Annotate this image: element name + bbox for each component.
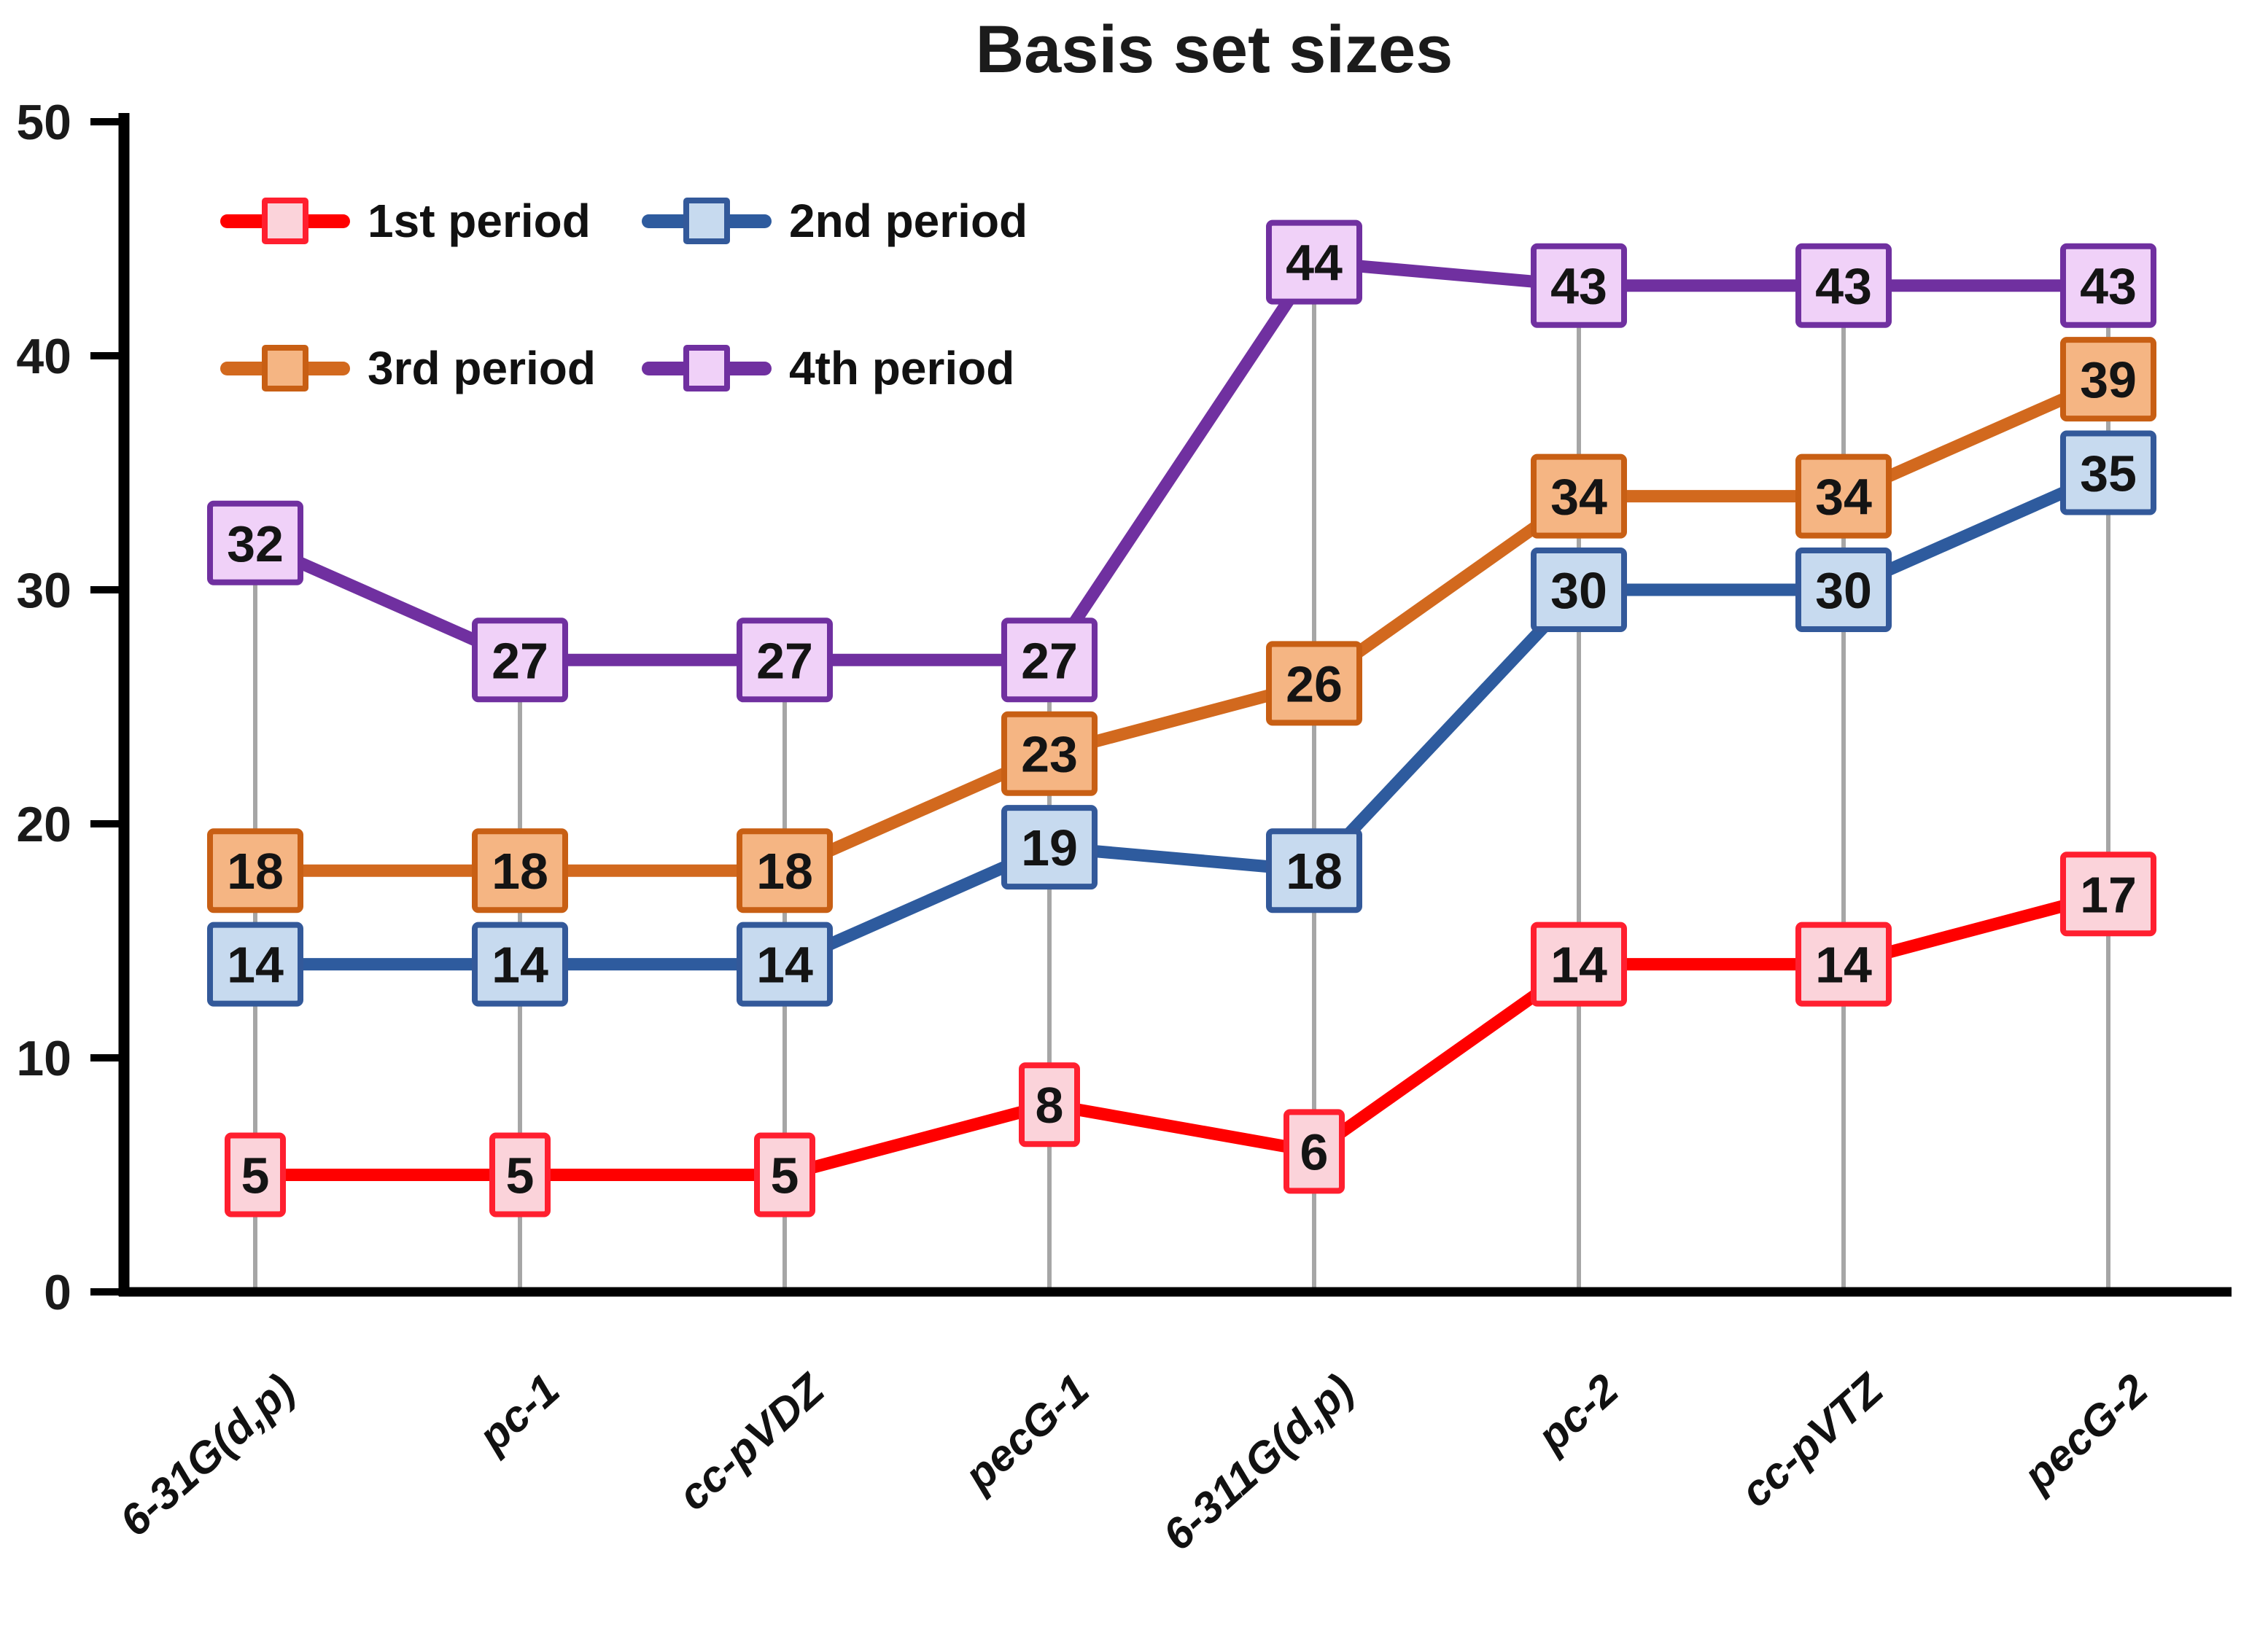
data-point-4th-period-pecG-2	[2060, 243, 2156, 328]
data-label: 8	[1036, 1077, 1064, 1134]
data-point-3rd-period-6-311G(d,p)	[1266, 641, 1362, 726]
chart-title: Basis set sizes	[975, 12, 1453, 87]
data-point-4th-period-pc-2	[1531, 243, 1627, 328]
category-label-pc-2: pc-2	[1527, 1365, 1628, 1462]
category-label-pc-1: pc-1	[468, 1365, 569, 1462]
data-label: 27	[1021, 632, 1078, 689]
data-point-1st-period-pecG-2	[2060, 852, 2156, 937]
category-label-pecG-1: pecG-1	[954, 1365, 1098, 1501]
data-label: 14	[227, 937, 284, 994]
data-point-1st-period-6-31G(d,p)	[225, 1132, 286, 1218]
y-tick-label-30: 30	[16, 563, 71, 618]
data-point-1st-period-cc-pVTZ	[1795, 922, 1892, 1007]
legend-marker-sample	[262, 198, 308, 244]
legend-marker-sample	[683, 198, 730, 244]
legend-marker-sample	[683, 345, 730, 391]
data-point-4th-period-pecG-1	[1001, 618, 1098, 703]
legend-item-4th-period: 4th period	[642, 341, 1028, 395]
y-tick-label-20: 20	[16, 797, 71, 852]
data-point-4th-period-6-311G(d,p)	[1266, 219, 1362, 305]
legend-label-1st-period: 1st period	[368, 195, 591, 247]
data-point-2nd-period-pecG-1	[1001, 805, 1098, 890]
data-label: 5	[241, 1148, 270, 1204]
data-label: 27	[756, 632, 813, 689]
data-point-3rd-period-pc-1	[472, 828, 568, 913]
category-label-6-311G(d,p): 6-311G(d,p)	[1154, 1365, 1363, 1560]
y-tick-label-40: 40	[16, 329, 71, 384]
data-label: 43	[1815, 258, 1872, 315]
data-point-4th-period-cc-pVTZ	[1795, 243, 1892, 328]
data-label: 14	[756, 937, 813, 994]
legend-marker-sample	[262, 345, 308, 391]
data-label: 27	[492, 632, 548, 689]
data-label: 34	[1550, 469, 1607, 526]
data-label: 6	[1300, 1123, 1329, 1180]
data-label: 18	[492, 843, 548, 900]
data-label: 19	[1021, 819, 1078, 876]
data-label: 18	[227, 843, 284, 900]
data-point-1st-period-pc-1	[489, 1132, 551, 1218]
data-label: 14	[1815, 937, 1872, 994]
legend-item-1st-period: 1st period	[220, 194, 642, 248]
legend-swatch-2nd-period	[642, 194, 772, 248]
data-point-4th-period-cc-pVDZ	[737, 618, 833, 703]
data-point-1st-period-pecG-1	[1019, 1062, 1080, 1148]
legend: 1st period 2nd period 3rd period 4th per…	[220, 194, 1028, 395]
data-label: 32	[227, 515, 284, 572]
data-label: 17	[2080, 866, 2137, 923]
data-point-2nd-period-cc-pVTZ	[1795, 548, 1892, 632]
data-label: 43	[2080, 258, 2137, 315]
data-point-1st-period-cc-pVDZ	[754, 1132, 815, 1218]
data-point-3rd-period-pecG-2	[2060, 337, 2156, 422]
category-label-6-31G(d,p): 6-31G(d,p)	[110, 1365, 303, 1546]
data-label: 35	[2080, 445, 2137, 502]
data-point-2nd-period-pecG-2	[2060, 430, 2156, 515]
data-label: 43	[1550, 258, 1607, 315]
legend-label-4th-period: 4th period	[789, 342, 1015, 394]
y-tick-label-10: 10	[16, 1031, 71, 1086]
category-label-pecG-2: pecG-2	[2013, 1365, 2156, 1501]
legend-swatch-1st-period	[220, 194, 350, 248]
data-label: 23	[1021, 726, 1078, 783]
data-point-2nd-period-pc-2	[1531, 548, 1627, 632]
legend-item-3rd-period: 3rd period	[220, 341, 642, 395]
data-label: 34	[1815, 469, 1872, 526]
legend-item-2nd-period: 2nd period	[642, 194, 1028, 248]
data-point-3rd-period-6-31G(d,p)	[207, 828, 303, 913]
data-label: 39	[2080, 351, 2137, 408]
data-point-3rd-period-cc-pVTZ	[1795, 453, 1892, 539]
category-label-cc-pVTZ: cc-pVTZ	[1731, 1363, 1893, 1516]
data-point-1st-period-pc-2	[1531, 922, 1627, 1007]
data-point-2nd-period-pc-1	[472, 922, 568, 1007]
data-label: 18	[756, 843, 813, 900]
legend-label-3rd-period: 3rd period	[368, 342, 596, 394]
category-label-cc-pVDZ: cc-pVDZ	[669, 1363, 834, 1519]
data-point-2nd-period-6-311G(d,p)	[1266, 828, 1362, 913]
data-point-2nd-period-6-31G(d,p)	[207, 922, 303, 1007]
data-label: 44	[1286, 235, 1343, 292]
data-point-4th-period-pc-1	[472, 618, 568, 703]
legend-label-2nd-period: 2nd period	[789, 195, 1028, 247]
data-label: 5	[506, 1148, 535, 1204]
data-point-2nd-period-cc-pVDZ	[737, 922, 833, 1007]
legend-swatch-3rd-period	[220, 341, 350, 395]
data-point-3rd-period-cc-pVDZ	[737, 828, 833, 913]
data-label: 14	[1550, 937, 1607, 994]
data-point-3rd-period-pc-2	[1531, 453, 1627, 539]
data-point-4th-period-6-31G(d,p)	[207, 500, 303, 585]
y-tick-label-0: 0	[44, 1265, 71, 1320]
data-point-1st-period-6-311G(d,p)	[1283, 1109, 1345, 1194]
data-point-3rd-period-pecG-1	[1001, 711, 1098, 796]
legend-swatch-4th-period	[642, 341, 772, 395]
data-label: 30	[1550, 562, 1607, 619]
data-label: 5	[771, 1148, 799, 1204]
data-label: 14	[492, 937, 548, 994]
data-label: 26	[1286, 655, 1343, 712]
data-label: 18	[1286, 843, 1343, 900]
data-label: 30	[1815, 562, 1872, 619]
y-tick-label-50: 50	[16, 95, 71, 150]
